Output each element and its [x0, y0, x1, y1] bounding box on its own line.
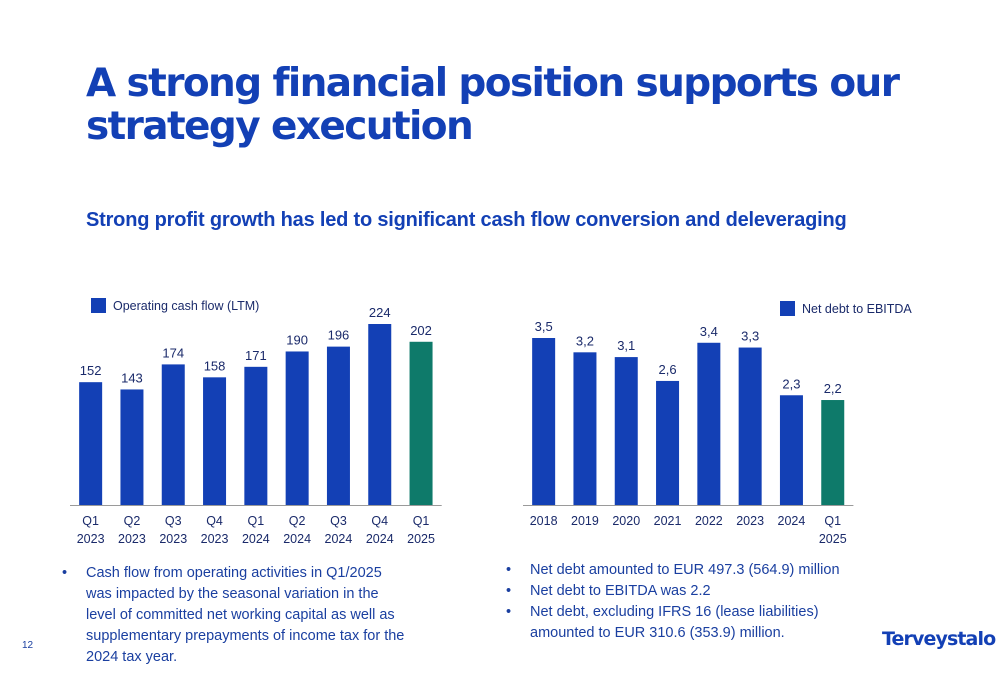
bar — [821, 400, 845, 505]
net-debt-notes: Net debt amounted to EUR 497.3 (564.9) m… — [506, 560, 886, 644]
slide-subtitle: Strong profit growth has led to signific… — [86, 209, 847, 231]
legend-swatch — [780, 301, 795, 316]
bar — [409, 341, 433, 505]
x-tick-label: 2023 — [201, 532, 229, 546]
page-number: 12 — [22, 640, 34, 651]
x-tick-label: Q1 — [82, 514, 99, 528]
data-label: 224 — [369, 305, 391, 320]
data-label: 3,1 — [617, 338, 635, 353]
x-tick-label: Q3 — [330, 514, 347, 528]
x-tick-label: Q1 — [824, 514, 841, 528]
x-tick-label: Q1 — [248, 514, 265, 528]
bar — [573, 352, 597, 505]
x-tick-label: Q4 — [206, 514, 223, 528]
x-tick-label: 2018 — [530, 514, 558, 528]
data-label: 171 — [245, 348, 267, 363]
data-label: 158 — [204, 358, 226, 373]
bar — [532, 338, 556, 505]
data-label: 152 — [80, 363, 102, 378]
bar — [120, 389, 144, 505]
data-label: 3,5 — [535, 319, 553, 334]
x-tick-label: 2023 — [736, 514, 764, 528]
data-label: 190 — [286, 332, 308, 347]
bar — [779, 395, 803, 505]
x-tick-label: 2024 — [366, 532, 394, 546]
note-item: Net debt to EBITDA was 2.2 — [506, 581, 886, 602]
x-tick-label: 2023 — [118, 532, 146, 546]
data-label: 143 — [121, 370, 143, 385]
note-item: Net debt amounted to EUR 497.3 (564.9) m… — [506, 560, 886, 581]
bar — [326, 346, 350, 505]
x-tick-label: 2024 — [778, 514, 806, 528]
x-tick-label: 2025 — [407, 532, 435, 546]
x-tick-label: 2024 — [283, 532, 311, 546]
note-item: Cash flow from operating activities in Q… — [62, 563, 407, 668]
data-label: 3,4 — [700, 324, 718, 339]
x-tick-label: 2024 — [325, 532, 353, 546]
x-tick-label: 2023 — [159, 532, 187, 546]
x-tick-label: 2022 — [695, 514, 723, 528]
bar — [244, 366, 268, 505]
slide-title: A strong financial position supports our… — [86, 61, 900, 149]
x-tick-label: Q2 — [289, 514, 306, 528]
x-tick-label: 2025 — [819, 532, 847, 546]
bar — [656, 380, 680, 505]
x-tick-label: Q3 — [165, 514, 182, 528]
data-label: 196 — [328, 328, 350, 343]
data-label: 3,3 — [741, 329, 759, 344]
cash-flow-notes: Cash flow from operating activities in Q… — [62, 563, 407, 668]
bar — [79, 382, 103, 505]
bar — [285, 351, 309, 505]
bar — [368, 324, 392, 505]
data-label: 174 — [162, 345, 184, 360]
legend-label: Operating cash flow (LTM) — [113, 299, 259, 313]
note-item: Net debt, excluding IFRS 16 (lease liabi… — [506, 602, 886, 644]
legend-label: Net debt to EBITDA — [802, 302, 912, 316]
x-tick-label: Q2 — [124, 514, 141, 528]
x-tick-label: Q4 — [371, 514, 388, 528]
x-tick-label: Q1 — [413, 514, 430, 528]
data-label: 2,2 — [824, 381, 842, 396]
x-tick-label: 2024 — [242, 532, 270, 546]
legend-swatch — [91, 298, 106, 313]
bar — [738, 347, 762, 505]
x-tick-label: 2023 — [77, 532, 105, 546]
x-tick-label: 2019 — [571, 514, 599, 528]
bar — [697, 342, 721, 505]
bar — [614, 357, 638, 505]
data-label: 2,6 — [659, 362, 677, 377]
bar — [161, 364, 185, 505]
data-label: 2,3 — [782, 376, 800, 391]
data-label: 202 — [410, 323, 432, 338]
company-logo: Terveystalo — [882, 628, 996, 650]
bar — [203, 377, 227, 505]
x-tick-label: 2021 — [654, 514, 682, 528]
data-label: 3,2 — [576, 333, 594, 348]
x-tick-label: 2020 — [612, 514, 640, 528]
